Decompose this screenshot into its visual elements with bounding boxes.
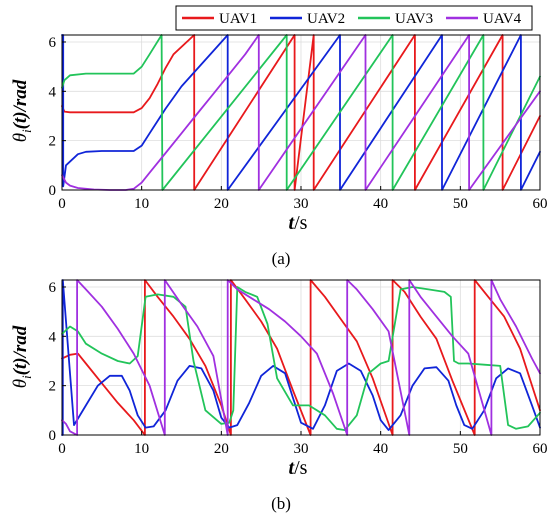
legend-entry-uav1: UAV1 [182, 11, 257, 27]
panel-a-series-uav3 [61, 34, 541, 191]
panel-a-xtick-label: 10 [134, 196, 149, 212]
panel-b-xtick-label: 10 [134, 441, 149, 457]
panel-b: 0 10 20 30 40 50 60 0 2 4 6 θi(t)/rad t/s (b) [10, 279, 548, 513]
panel-a-yticks: 0 2 4 6 [49, 35, 66, 199]
panel-b-yticks: 0 2 4 6 [49, 280, 66, 444]
legend-label-uav4: UAV4 [483, 11, 522, 27]
panel-a-xtick-label: 20 [214, 196, 229, 212]
legend-label-uav3: UAV3 [395, 11, 433, 27]
panel-b-xtick-label: 0 [58, 441, 66, 457]
panel-b-xtick-label: 20 [214, 441, 229, 457]
panel-a-caption: (a) [272, 249, 291, 268]
panel-a-ytick-label: 6 [49, 35, 57, 51]
panel-b-ytick-label: 0 [49, 428, 57, 444]
legend-entry-uav4: UAV4 [446, 11, 522, 27]
panel-b-series-uav2 [61, 279, 541, 436]
panel-a-xlabel: t/s [289, 212, 308, 234]
panel-a-xtick-label: 30 [294, 196, 309, 212]
panel-b-series-uav4 [61, 279, 541, 436]
panel-a: 0 10 20 30 40 50 60 0 2 4 6 θi(t)/rad t/s (a) [10, 34, 548, 268]
panel-b-ytick-label: 2 [49, 379, 57, 395]
panel-b-series [61, 279, 541, 436]
panel-b-series-uav1 [61, 279, 541, 436]
panel-b-xtick-label: 30 [294, 441, 309, 457]
panel-b-ylabel: θi(t)/rad [10, 325, 34, 388]
panel-b-series-uav3 [61, 286, 541, 431]
panel-a-xticks: 0 10 20 30 40 50 60 [58, 186, 548, 212]
legend-label-uav2: UAV2 [307, 11, 345, 27]
panel-a-xtick-label: 40 [373, 196, 388, 212]
panel-b-ytick-label: 4 [49, 329, 57, 345]
panel-a-ytick-label: 4 [49, 84, 57, 100]
panel-a-xtick-label: 0 [58, 196, 66, 212]
panel-a-ylabel: θi(t)/rad [10, 79, 34, 142]
panel-b-ytick-label: 6 [49, 280, 57, 296]
panel-a-series-uav1 [61, 34, 541, 191]
panel-b-xtick-label: 60 [533, 441, 548, 457]
legend-label-uav1: UAV1 [219, 11, 257, 27]
legend-entry-uav3: UAV3 [358, 11, 433, 27]
panel-a-xtick-label: 60 [533, 196, 548, 212]
panel-b-xlabel: t/s [289, 457, 308, 479]
legend: UAV1 UAV2 UAV3 UAV4 [175, 5, 533, 31]
panel-b-xticks: 0 10 20 30 40 50 60 [58, 431, 548, 457]
legend-entry-uav2: UAV2 [270, 11, 345, 27]
panel-b-xtick-label: 40 [373, 441, 388, 457]
panel-a-series-uav4 [61, 34, 541, 191]
panel-a-series-uav2 [61, 34, 541, 191]
panel-b-caption: (b) [271, 494, 291, 513]
panel-a-xtick-label: 50 [453, 196, 468, 212]
panel-a-ytick-label: 2 [49, 134, 57, 150]
panel-b-xtick-label: 50 [453, 441, 468, 457]
panel-a-series [61, 34, 541, 191]
panel-a-ytick-label: 0 [49, 183, 57, 199]
